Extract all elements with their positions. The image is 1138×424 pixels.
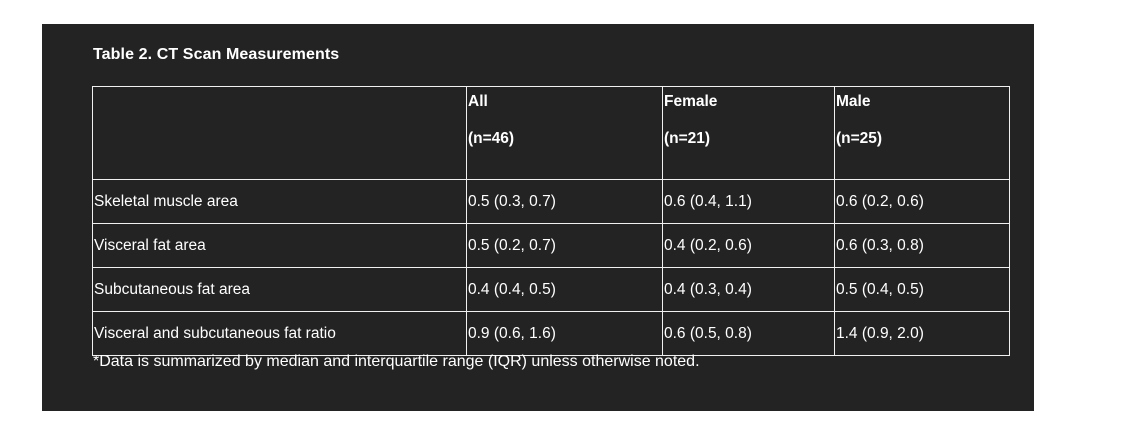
header-cell-female: Female (n=21) xyxy=(662,86,835,180)
cell-all: 0.5 (0.3, 0.7) xyxy=(466,179,663,224)
header-cell-male: Male (n=25) xyxy=(834,86,1010,180)
row-label: Visceral and subcutaneous fat ratio xyxy=(92,311,467,356)
cell-male: 0.5 (0.4, 0.5) xyxy=(834,267,1010,312)
row-label: Subcutaneous fat area xyxy=(92,267,467,312)
cell-male: 0.6 (0.3, 0.8) xyxy=(834,223,1010,268)
cell-female: 0.4 (0.3, 0.4) xyxy=(662,267,835,312)
table-panel: Table 2. CT Scan Measurements All (n=46)… xyxy=(42,24,1034,411)
table-row: Skeletal muscle area 0.5 (0.3, 0.7) 0.6 … xyxy=(92,179,1010,224)
table-row: Visceral fat area 0.5 (0.2, 0.7) 0.4 (0.… xyxy=(92,223,1010,268)
cell-all: 0.4 (0.4, 0.5) xyxy=(466,267,663,312)
header-n-all: (n=46) xyxy=(468,130,515,147)
cell-all: 0.5 (0.2, 0.7) xyxy=(466,223,663,268)
cell-male: 1.4 (0.9, 2.0) xyxy=(834,311,1010,356)
cell-all: 0.9 (0.6, 1.6) xyxy=(466,311,663,356)
header-label-female: Female xyxy=(664,93,718,110)
table-row: Visceral and subcutaneous fat ratio 0.9 … xyxy=(92,311,1010,356)
cell-female: 0.4 (0.2, 0.6) xyxy=(662,223,835,268)
header-label-all: All xyxy=(468,93,488,110)
cell-male: 0.6 (0.2, 0.6) xyxy=(834,179,1010,224)
header-cell-all: All (n=46) xyxy=(466,86,663,180)
cell-female: 0.6 (0.5, 0.8) xyxy=(662,311,835,356)
header-cell-empty xyxy=(92,86,467,180)
row-label: Skeletal muscle area xyxy=(92,179,467,224)
table-header-row: All (n=46) Female (n=21) Male (n=25) xyxy=(92,86,1010,180)
table-row: Subcutaneous fat area 0.4 (0.4, 0.5) 0.4… xyxy=(92,267,1010,312)
row-label: Visceral fat area xyxy=(92,223,467,268)
table-footnote: *Data is summarized by median and interq… xyxy=(93,353,700,370)
header-n-female: (n=21) xyxy=(664,130,711,147)
header-n-male: (n=25) xyxy=(836,130,883,147)
measurements-table: All (n=46) Female (n=21) Male (n=25) Ske… xyxy=(92,86,1010,356)
table-title: Table 2. CT Scan Measurements xyxy=(93,46,340,63)
cell-female: 0.6 (0.4, 1.1) xyxy=(662,179,835,224)
header-label-male: Male xyxy=(836,93,871,110)
